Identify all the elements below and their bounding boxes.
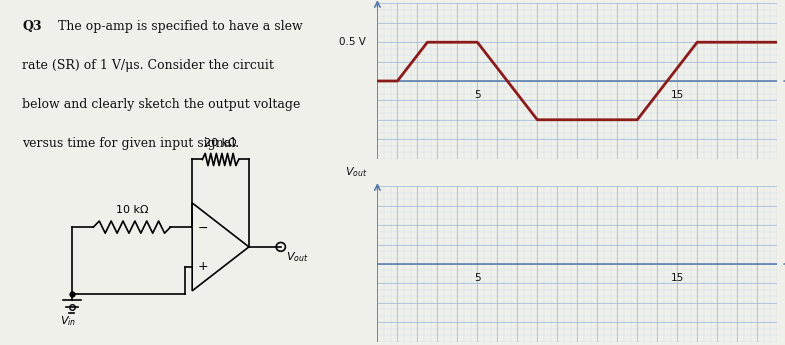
- Text: below and clearly sketch the output voltage: below and clearly sketch the output volt…: [22, 98, 301, 111]
- Text: 15: 15: [670, 273, 684, 283]
- Text: $V_{out}$: $V_{out}$: [345, 165, 367, 179]
- Text: versus time for given input signal.: versus time for given input signal.: [22, 137, 239, 150]
- Text: $V_{out}$: $V_{out}$: [286, 250, 309, 264]
- Text: 5: 5: [474, 273, 480, 283]
- Text: 0.5 V: 0.5 V: [338, 37, 366, 47]
- Text: rate (SR) of 1 V/μs. Consider the circuit: rate (SR) of 1 V/μs. Consider the circui…: [22, 59, 274, 72]
- Text: Q3: Q3: [22, 20, 42, 33]
- Text: The op-amp is specified to have a slew: The op-amp is specified to have a slew: [54, 20, 303, 33]
- Text: 15: 15: [670, 90, 684, 100]
- Text: $+$: $+$: [198, 260, 209, 273]
- Text: $V_{in}$: $V_{in}$: [60, 314, 76, 328]
- Text: $-$: $-$: [198, 220, 209, 234]
- Text: 10 kΩ: 10 kΩ: [115, 205, 148, 215]
- Text: 20 kΩ: 20 kΩ: [204, 138, 237, 148]
- Text: 5: 5: [474, 90, 480, 100]
